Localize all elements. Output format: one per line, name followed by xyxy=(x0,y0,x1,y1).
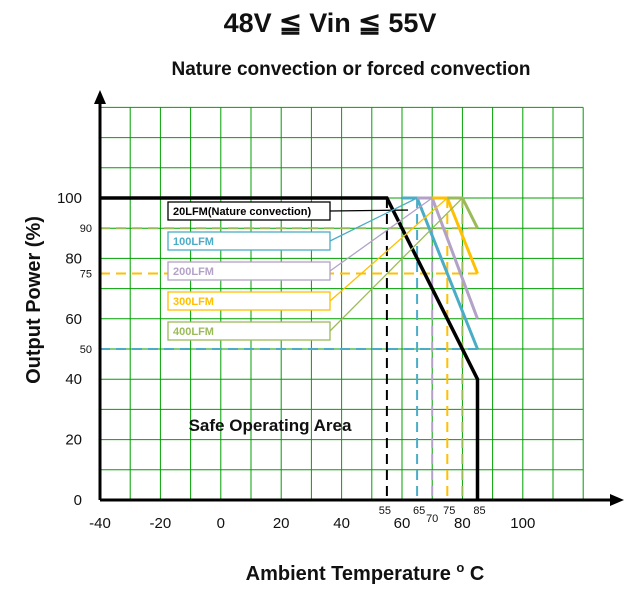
legend-label: 400LFM xyxy=(173,326,214,338)
y-tick-label: 0 xyxy=(74,492,82,509)
x-tick-label: -20 xyxy=(150,515,172,532)
legend-box xyxy=(167,261,331,281)
x-axis-title: Ambient Temperature o C xyxy=(246,560,485,585)
y-tick-label: 20 xyxy=(65,432,82,449)
series-line xyxy=(100,196,480,500)
legend: 20LFM(Nature convection) 100LFM 200LFM 300L… xyxy=(167,197,463,341)
legend-leader-line xyxy=(329,197,448,302)
x-axis-title-degree: o xyxy=(456,560,464,575)
x-tick-label: 60 xyxy=(394,515,411,532)
x-extra-tick-label: 70 xyxy=(426,513,438,525)
legend-leader-line xyxy=(329,197,418,242)
x-extra-tick-label: 55 xyxy=(379,505,391,517)
x-axis-title-text: Ambient Temperature xyxy=(246,563,457,585)
y-tick-label: 100 xyxy=(57,190,82,207)
legend-label: 20LFM(Nature convection) xyxy=(173,206,311,218)
legend-box xyxy=(167,291,331,311)
legend-leader-line xyxy=(329,209,409,212)
legend-leader-line xyxy=(329,197,463,332)
axes xyxy=(94,90,624,506)
legend-label: 300LFM xyxy=(173,296,214,308)
y-extra-tick-label: 75 xyxy=(80,269,92,281)
x-extra-tick-label: 85 xyxy=(473,505,485,517)
safe-operating-area-label: Safe Operating Area xyxy=(189,416,352,435)
legend-box xyxy=(167,321,331,341)
x-tick-label: 0 xyxy=(217,515,225,532)
tick-labels: -40 -20 0 20 40 60 80 100 0 20 40 60 80 100 90 75 50 55 65… xyxy=(57,190,535,532)
x-tick-label: 100 xyxy=(510,515,535,532)
x-tick-label: 20 xyxy=(273,515,290,532)
y-axis-arrow xyxy=(94,90,106,104)
y-tick-label: 80 xyxy=(65,250,82,267)
reference-lines xyxy=(100,198,478,500)
chart-subtitle: Nature convection or forced convection xyxy=(172,59,531,80)
legend-leader-line xyxy=(329,197,433,272)
legend-label: 100LFM xyxy=(173,236,214,248)
legend-box xyxy=(167,231,331,251)
x-axis-arrow xyxy=(610,494,624,506)
y-axis-title: Output Power (%) xyxy=(23,216,45,384)
y-tick-label: 60 xyxy=(65,311,82,328)
x-tick-label: -40 xyxy=(89,515,111,532)
x-extra-tick-label: 65 xyxy=(413,505,425,517)
y-extra-tick-label: 50 xyxy=(80,344,92,356)
legend-label: 200LFM xyxy=(173,266,214,278)
chart-title: 48V ≦ Vin ≦ 55V xyxy=(224,8,437,38)
y-tick-label: 40 xyxy=(65,371,82,388)
x-tick-label: 40 xyxy=(333,515,350,532)
y-extra-tick-label: 90 xyxy=(80,223,92,235)
x-tick-label: 80 xyxy=(454,515,471,532)
x-axis-title-unit: C xyxy=(464,563,484,585)
legend-box xyxy=(167,201,331,221)
x-extra-tick-label: 75 xyxy=(443,505,455,517)
